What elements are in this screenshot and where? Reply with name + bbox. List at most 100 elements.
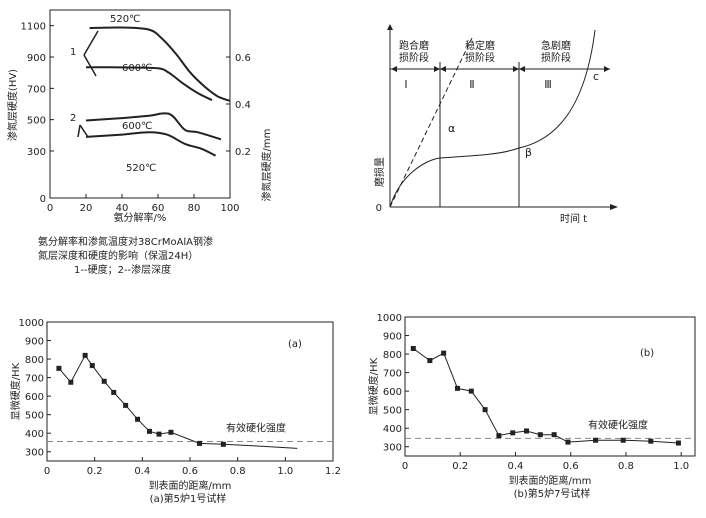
wear-x-axis-label: 时间 t	[560, 212, 587, 225]
wear-x-axis-arrow	[610, 204, 618, 210]
hardness-a-x-tick-label: 0.2	[87, 466, 103, 477]
nitriding-x-tick-label: 40	[116, 203, 129, 214]
hardness-a-data-point	[111, 389, 117, 395]
hardness-a-data-point	[156, 431, 162, 437]
angle-alpha-label: α	[448, 122, 455, 135]
hardness-a-reference-label: 有效硬化强度	[226, 422, 286, 435]
nitriding-y-tick-label: 500	[27, 116, 46, 127]
caption-line-3: 1--硬度；2--渗层深度	[74, 265, 172, 276]
stage-2-roman: Ⅱ	[469, 78, 474, 91]
temperature-label-520-depth: 520℃	[126, 163, 156, 174]
hardness-b-data-point	[648, 438, 654, 444]
hardness-b-y-tick-label: 300	[383, 443, 402, 454]
nitriding-y-tick-label: 700	[27, 84, 46, 95]
stage-3-title-line-1: 急剧磨	[541, 39, 571, 52]
hardness-b-data-point	[593, 437, 599, 443]
hardness-a-y-tick-label: 800	[25, 355, 44, 366]
nitriding-y2-tick-label: 0.4	[235, 100, 251, 111]
nitriding-y-tick-label: 0	[40, 194, 46, 205]
nitriding-x-axis-label: 氨分解率/%	[114, 211, 167, 224]
stage-3-title-line-2: 损阶段	[541, 51, 571, 64]
hardness-b-data-point	[510, 430, 516, 436]
hardness-a-data-point	[123, 402, 129, 408]
nitriding-series-1-line	[89, 26, 231, 102]
stage-arrowhead	[440, 66, 446, 72]
hardness-a-x-tick-label: 1.0	[277, 466, 293, 477]
hardness-b-x-tick-label: 0.4	[508, 461, 524, 472]
hardness-b-subtitle: (b)第5炉7号试样	[514, 487, 591, 500]
nitriding-x-tick-label: 20	[80, 203, 93, 214]
hardness-b-y-tick-label: 700	[383, 369, 402, 380]
stage-1-title-line-2: 损阶段	[399, 51, 429, 64]
nitriding-series-3-line	[85, 112, 222, 141]
nitriding-x-tick-label: 0	[47, 203, 53, 214]
nitriding-y2-tick-label: 0.6	[235, 53, 251, 64]
hardness-b-y-tick-label: 500	[383, 406, 402, 417]
hardness-a-x-tick-label: 0.8	[230, 466, 246, 477]
stage-2-title-line-2: 损阶段	[465, 51, 495, 64]
hardness-a-x-tick-label: 0	[44, 466, 50, 477]
hardness-a-y-tick-label: 900	[25, 337, 44, 348]
temperature-label-520-hardness: 520℃	[110, 14, 140, 25]
hardness-a-y-tick-label: 700	[25, 374, 44, 385]
hardness-a-data-point	[89, 363, 95, 369]
hardness-a-subtitle: (a)第5炉1号试样	[150, 492, 227, 505]
hardness-a-y-axis-label: 显微硬度/HK	[9, 362, 22, 420]
nitriding-x-tick-label: 80	[188, 203, 201, 214]
hardness-b-x-tick-label: 1.0	[673, 461, 689, 472]
hardness-b-data-point	[441, 350, 447, 356]
hardness-b-data-point	[427, 358, 433, 364]
hardness-b-data-point	[524, 428, 530, 434]
curve-1-label: 1	[70, 47, 76, 58]
wear-origin-label: 0	[376, 203, 382, 214]
hardness-b-y-tick-label: 600	[383, 387, 402, 398]
stage-arrowhead	[519, 66, 525, 72]
stage-3-roman: Ⅲ	[544, 78, 552, 91]
hardness-a-x-tick-label: 1.2	[325, 466, 341, 477]
stage-arrowhead	[513, 66, 519, 72]
hardness-a-data-point	[220, 441, 226, 447]
temperature-label-600-hardness: 600℃	[122, 63, 152, 74]
curve-2-pointer	[79, 124, 89, 138]
hardness-a-x-tick-label: 0.4	[134, 466, 150, 477]
hardness-a-panel-label: (a)	[288, 339, 302, 350]
hardness-a-data-point	[82, 352, 88, 358]
caption-line-2: 氮层深度和硬度的影响（保温24H）	[38, 251, 199, 262]
hardness-b-y-tick-label: 400	[383, 424, 402, 435]
hardness-a-y-tick-label: 400	[25, 429, 44, 440]
hardness-b-x-tick-label: 0.8	[618, 461, 634, 472]
curve-2-label: 2	[70, 113, 76, 124]
hardness-a-y-tick-label: 600	[25, 392, 44, 403]
hardness-b-data-point	[496, 433, 502, 439]
hardness-b-x-tick-label: 0.6	[563, 461, 579, 472]
wear-y-axis-label: 磨损量	[373, 157, 386, 187]
hardness-b-x-tick-label: 0.2	[452, 461, 468, 472]
hardness-b-data-point	[675, 440, 681, 446]
curve-1-pointer	[83, 54, 97, 77]
stage-1-title-line-1: 跑合磨	[399, 39, 429, 52]
hardness-b-reference-label: 有效硬化强度	[588, 418, 648, 431]
hardness-a-data-point	[146, 428, 152, 434]
hardness-b-frame	[404, 316, 696, 457]
hardness-a-y-tick-label: 300	[25, 448, 44, 459]
hardness-b-data-point	[565, 439, 571, 445]
hardness-b-data-point	[620, 437, 626, 443]
curve-1-pointer	[83, 30, 99, 56]
hardness-a-x-tick-label: 0.6	[182, 466, 198, 477]
nitriding-y-tick-label: 300	[27, 147, 46, 158]
curve-2-pointer	[77, 124, 81, 138]
hardness-a-y-tick-label: 1000	[19, 318, 44, 329]
stage-1-roman: Ⅰ	[404, 78, 407, 91]
hardness-b-data-point	[551, 432, 557, 438]
hardness-a-y-tick-label: 500	[25, 411, 44, 422]
hardness-a-series-1-line	[58, 354, 224, 445]
stage-arrowhead	[391, 66, 397, 72]
stage-arrowhead	[604, 66, 610, 72]
nitriding-y2-tick-label: 0.2	[235, 147, 251, 158]
hardness-a-data-point	[56, 365, 62, 371]
hardness-b-y-tick-label: 900	[383, 332, 402, 343]
hardness-a-data-point	[68, 379, 74, 385]
nitriding-series-2-line	[85, 66, 213, 101]
stage-2-title-line-1: 稳定磨	[465, 39, 495, 52]
curve-c-label: c	[593, 70, 599, 83]
